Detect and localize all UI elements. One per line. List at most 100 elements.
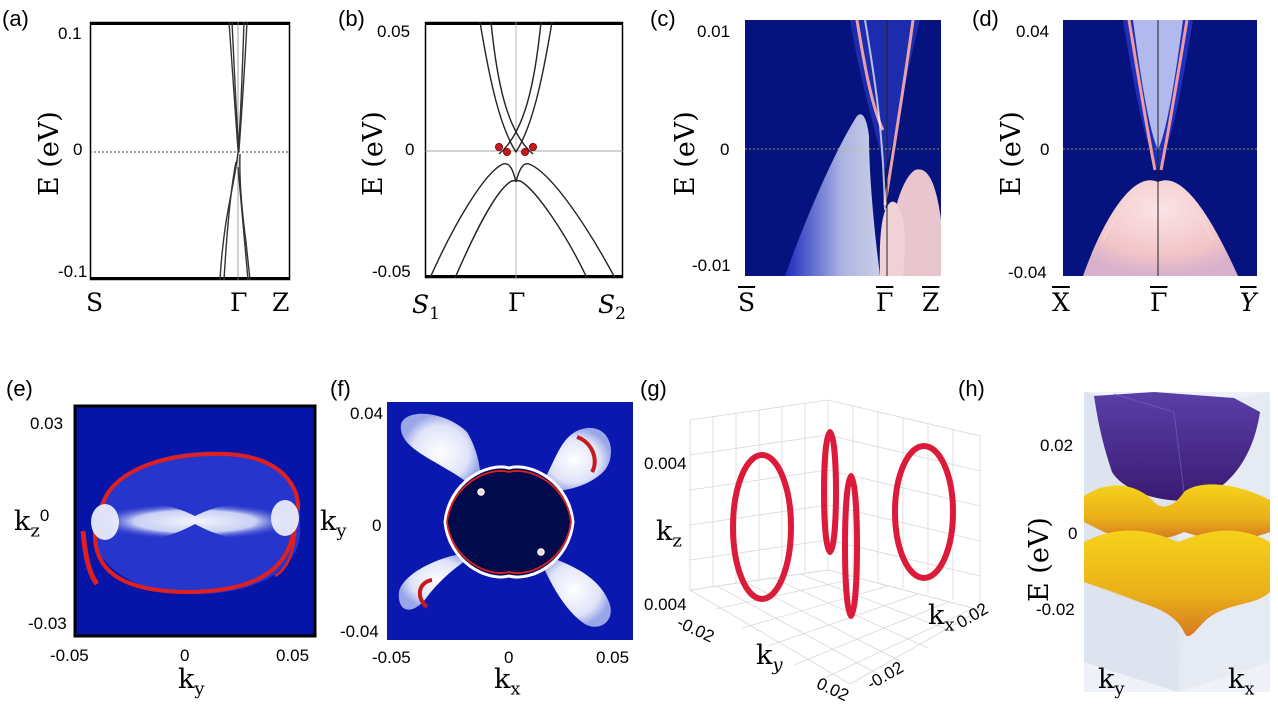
panel-c-xtick-z-text: Z [922,288,940,317]
panel-g-ky-label: ky [756,640,783,675]
panel-f-ytick-top: 0.04 [350,404,384,423]
panel-f-xlabel-sub: x [510,678,521,700]
panel-e-ylabel-sub: z [30,520,40,542]
panel-b-xtick-s2-main: S [598,290,616,319]
panel-a-band-plot [89,21,291,281]
panel-e-ylabel: kz0 [14,506,49,541]
panel-c-xtick-s-text: S [738,288,756,317]
panel-b-ylabel: E (eV) [358,111,389,196]
panel-h-xlabel-right-k: k [1228,664,1245,695]
panel-b-xtick-s2-sub: 2 [615,304,626,324]
panel-h-label: (h) [958,376,985,401]
panel-e-ytick-mid: 0 [39,506,50,525]
panel-e-xtick-mid: 0 [180,646,190,665]
panel-d-xtick-gamma: Γ [1150,288,1167,317]
panel-a-xtick-gamma: Γ [230,288,248,317]
panel-d-xtick-y: Y [1240,288,1257,317]
panel-b-weyl-nodes [495,143,538,157]
panel-f-ytick-mid: 0 [372,516,382,535]
panel-f-xtick-left: -0.05 [372,648,411,667]
panel-d-surface-spectrum [1063,19,1257,276]
panel-f-ytick-bot: -0.04 [340,622,379,641]
panel-g-nodal-rings [730,429,956,619]
panel-c-xtick-s: S [738,288,755,317]
panel-f-ylabel-k: k [320,506,337,537]
panel-b-xtick-s1: S1 [412,290,440,324]
panel-g-kx-label-k: k [928,600,945,631]
panel-b-ytick-bot: -0.05 [372,262,411,281]
panel-d-xtick-x-text: X [1052,288,1070,317]
panel-d-xtick-gamma-text: Γ [1150,288,1168,317]
panel-c-xtick-gamma-text: Γ [876,288,894,317]
panel-e-xlabel-k: k [178,664,195,695]
panel-e-xtick-right: 0.05 [276,646,310,665]
panel-d-label: (d) [972,6,999,31]
panel-d-ytick-top: 0.04 [1016,22,1050,41]
panel-f-xtick-right: 0.05 [596,648,630,667]
panel-c-xtick-gamma: Γ [876,288,893,317]
panel-b-xtick-s2: S2 [598,290,626,324]
panel-h-band-surface-3d [1084,392,1270,692]
panel-f-fermi-surface [387,402,633,640]
panel-h-ylabel: E (eV) [1024,517,1055,602]
panel-e-label: (e) [6,376,33,401]
panel-g-nodal-lines-3d [688,399,982,685]
panel-g-label: (g) [640,376,667,401]
panel-h-ytick-mid: 0 [1068,524,1078,543]
panel-e-fermi-surface [73,404,317,638]
panel-f-xtick-mid: 0 [504,648,514,667]
panel-h-xlabel-right: kx [1228,664,1255,699]
panel-d-xtick-y-text: Y [1240,288,1257,317]
panel-e-ylabel-k: k [14,506,31,537]
panel-f-label: (f) [330,376,351,401]
panel-b-band-plot [424,21,624,279]
panel-b-xtick-s1-main: S [412,290,430,319]
panel-e-xtick-left: -0.05 [50,646,89,665]
panel-g-ztick-top: 0.004 [644,454,687,473]
panel-f-ylabel-sub: y [336,520,347,542]
panel-e-ytick-bot: -0.03 [28,614,67,633]
panel-a-label: (a) [2,6,29,31]
panel-h-xlabel-left-sub: y [1114,678,1125,700]
panel-d-ytick-mid: 0 [1040,140,1050,159]
panel-a-ytick-mid: 0 [73,140,83,159]
panel-a-ytick-top: 0.1 [58,24,82,43]
panel-g-ztick-bot: 0.004 [644,595,687,614]
panel-a-ytick-bot: -0.1 [58,262,88,281]
panel-c-ytick-top: 0.01 [697,22,731,41]
panel-f-xlabel: kx [494,664,521,699]
panel-g-zlabel-k: k [656,516,673,547]
panel-c-ytick-bot: -0.01 [692,256,731,275]
panel-b-label: (b) [338,6,365,31]
panel-e-ytick-top: 0.03 [30,414,64,433]
panel-d-ytick-bot: -0.04 [1008,263,1047,282]
panel-f-ylabel: ky [320,506,347,541]
panel-c-surface-spectrum [745,19,941,277]
panel-g-zlabel: kz [656,516,682,551]
panel-h-xlabel-right-sub: x [1244,678,1255,700]
panel-b-xtick-gamma: Γ [508,288,526,317]
panel-b-ytick-mid: 0 [405,140,415,159]
panel-f-xlabel-k: k [494,664,511,695]
panel-d-ylabel: E (eV) [996,111,1027,196]
panel-g-ky-label-k: k [756,640,773,671]
panel-h-ytick-bot: -0.02 [1036,600,1075,619]
panel-g-zlabel-sub: z [672,530,682,552]
panel-h-xlabel-left: ky [1098,664,1125,699]
panel-a-xtick-z: Z [272,288,290,317]
panel-a-ylabel: E (eV) [34,111,65,196]
panel-a-xtick-s: S [86,288,104,317]
panel-b-xtick-s1-sub: 1 [429,304,440,324]
panel-e-xlabel: ky [178,664,205,699]
panel-g-kx-label: kx [928,600,955,635]
panel-g-ky-label-sub: y [772,654,783,676]
panel-c-xtick-z: Z [922,288,939,317]
panel-h-xlabel-left-k: k [1098,664,1115,695]
panel-b-ytick-top: 0.05 [377,22,411,41]
panel-c-label: (c) [650,6,676,31]
panel-c-ytick-mid: 0 [720,140,730,159]
panel-d-xtick-x: X [1052,288,1070,317]
panel-h-ytick-top: 0.02 [1040,436,1074,455]
panel-g-kx-label-sub: x [944,614,955,636]
panel-e-xlabel-sub: y [194,678,205,700]
